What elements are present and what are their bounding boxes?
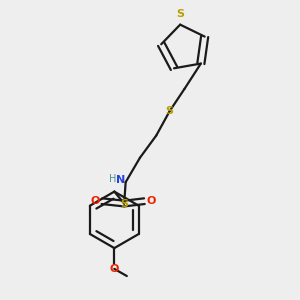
Text: O: O xyxy=(91,196,100,206)
Text: N: N xyxy=(116,176,125,185)
Text: O: O xyxy=(110,264,119,274)
Text: S: S xyxy=(166,106,174,116)
Text: S: S xyxy=(176,9,184,19)
Text: O: O xyxy=(146,196,156,206)
Text: S: S xyxy=(120,199,128,208)
Text: H: H xyxy=(109,174,116,184)
